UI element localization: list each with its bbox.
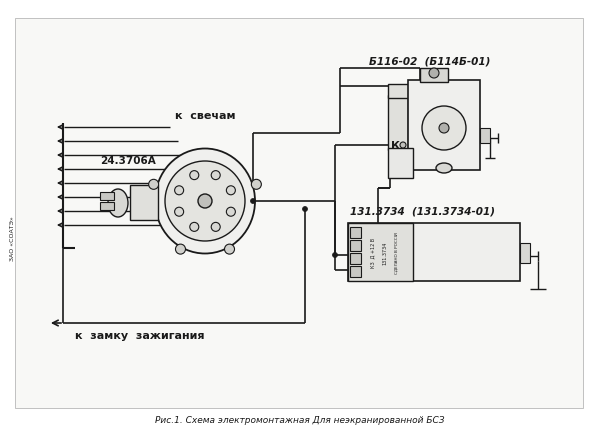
Circle shape [226,208,235,217]
Bar [480,129,490,144]
Bar [348,223,520,281]
Text: Б116-02  (Б114Б-01): Б116-02 (Б114Б-01) [370,56,491,66]
Circle shape [251,199,256,204]
Circle shape [211,223,220,232]
Bar [350,254,361,265]
Bar [388,96,408,151]
Bar [388,85,423,99]
Bar [350,227,361,238]
Text: 131.3734  (131.3734-01): 131.3734 (131.3734-01) [350,207,495,216]
Bar [130,186,158,220]
Circle shape [400,143,406,148]
Text: 131.3734: 131.3734 [382,241,387,264]
Bar [348,223,413,281]
Text: 24.3706А: 24.3706А [100,155,156,166]
Circle shape [439,124,449,134]
Ellipse shape [108,190,128,218]
Text: К: К [391,141,400,151]
Bar [15,19,583,408]
Text: к  замку  зажигания: к замку зажигания [75,330,205,340]
Bar [100,202,114,211]
Text: ЗАО «СОАТЭ»: ЗАО «СОАТЭ» [10,216,14,261]
Bar [420,69,448,83]
Text: Рис.1. Схема электромонтажная Для неэкранированной БСЗ: Рис.1. Схема электромонтажная Для неэкра… [155,416,445,424]
Circle shape [175,186,184,195]
Circle shape [190,171,199,180]
Bar [520,244,530,263]
Text: КЗ  Д +12 В: КЗ Д +12 В [370,237,375,268]
Ellipse shape [436,164,452,173]
Circle shape [190,223,199,232]
Circle shape [211,171,220,180]
Circle shape [332,253,338,258]
Circle shape [226,186,235,195]
Bar [408,81,480,171]
Circle shape [149,180,158,190]
Text: к  свечам: к свечам [175,111,235,121]
Circle shape [175,208,184,217]
Ellipse shape [155,149,255,254]
Circle shape [198,194,212,208]
Circle shape [251,180,262,190]
Bar [388,148,413,179]
Circle shape [302,207,308,212]
Circle shape [429,69,439,79]
Circle shape [422,107,466,151]
Bar [100,193,114,201]
Text: СДЕЛАНО В РОССІИ: СДЕЛАНО В РОССІИ [394,232,398,273]
Circle shape [165,162,245,241]
Circle shape [175,244,185,254]
Bar [350,266,361,277]
Bar [350,240,361,251]
Circle shape [224,244,235,254]
